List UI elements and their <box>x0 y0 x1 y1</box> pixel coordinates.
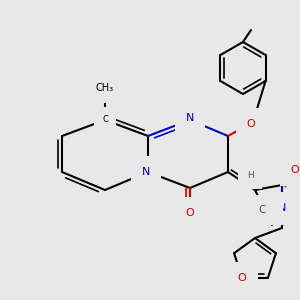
Text: C: C <box>102 116 108 124</box>
Text: N: N <box>278 203 286 213</box>
Text: C: C <box>258 205 266 215</box>
Text: O: O <box>186 208 194 218</box>
Text: C: C <box>253 207 261 217</box>
Text: O: O <box>291 165 299 175</box>
Text: N: N <box>142 167 150 177</box>
Text: O: O <box>247 119 255 129</box>
Text: O: O <box>238 273 246 283</box>
Text: CH₃: CH₃ <box>96 83 114 93</box>
Text: H: H <box>247 170 254 179</box>
Text: H: H <box>266 205 274 215</box>
Text: N: N <box>186 113 194 123</box>
